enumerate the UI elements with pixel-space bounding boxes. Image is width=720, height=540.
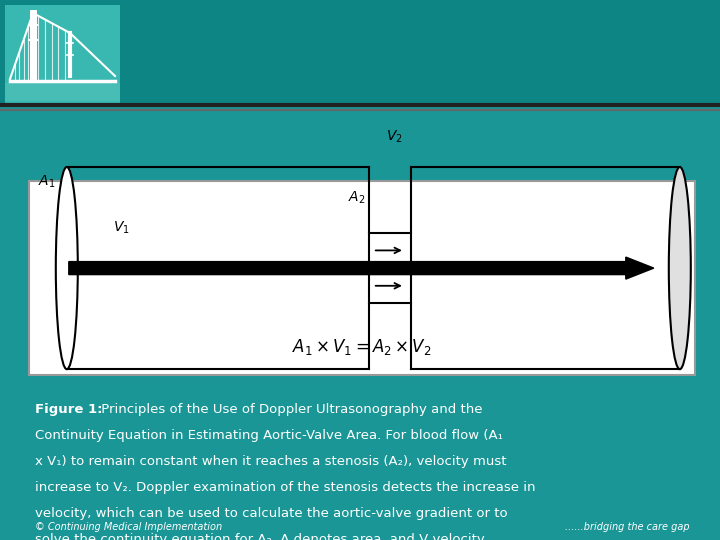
Text: velocity, which can be used to calculate the aortic-valve gradient or to: velocity, which can be used to calculate… — [35, 507, 508, 521]
Text: x V₁) to remain constant when it reaches a stenosis (A₂), velocity must: x V₁) to remain constant when it reaches… — [35, 455, 506, 468]
Text: © Continuing Medical Implementation: © Continuing Medical Implementation — [35, 522, 222, 532]
Text: $A_1$: $A_1$ — [38, 174, 55, 191]
Text: $V_2$: $V_2$ — [387, 129, 403, 145]
Bar — [5, 5, 120, 103]
Text: ......bridging the care gap: ......bridging the care gap — [565, 522, 690, 532]
Text: Continuity Equation in Estimating Aortic-Valve Area. For blood flow (A₁: Continuity Equation in Estimating Aortic… — [35, 429, 503, 442]
Text: solve the continuity equation for A₂. A denotes area, and V velocity: solve the continuity equation for A₂. A … — [35, 534, 485, 540]
Text: $A_1 \times V_1 = A_2 \times V_2$: $A_1 \times V_1 = A_2 \times V_2$ — [292, 338, 431, 357]
Text: increase to V₂. Doppler examination of the stenosis detects the increase in: increase to V₂. Doppler examination of t… — [35, 481, 536, 494]
FancyArrow shape — [69, 257, 654, 279]
Bar — [29, 181, 695, 375]
Bar — [369, 233, 411, 303]
Ellipse shape — [56, 167, 78, 369]
Bar — [0, 0, 720, 105]
Text: $A_2$: $A_2$ — [348, 189, 366, 206]
Text: Figure 1:: Figure 1: — [35, 403, 102, 416]
Ellipse shape — [669, 167, 690, 369]
Text: Principles of the Use of Doppler Ultrasonography and the: Principles of the Use of Doppler Ultraso… — [97, 403, 482, 416]
Text: $V_1$: $V_1$ — [114, 219, 130, 236]
Bar — [5, 83, 120, 101]
